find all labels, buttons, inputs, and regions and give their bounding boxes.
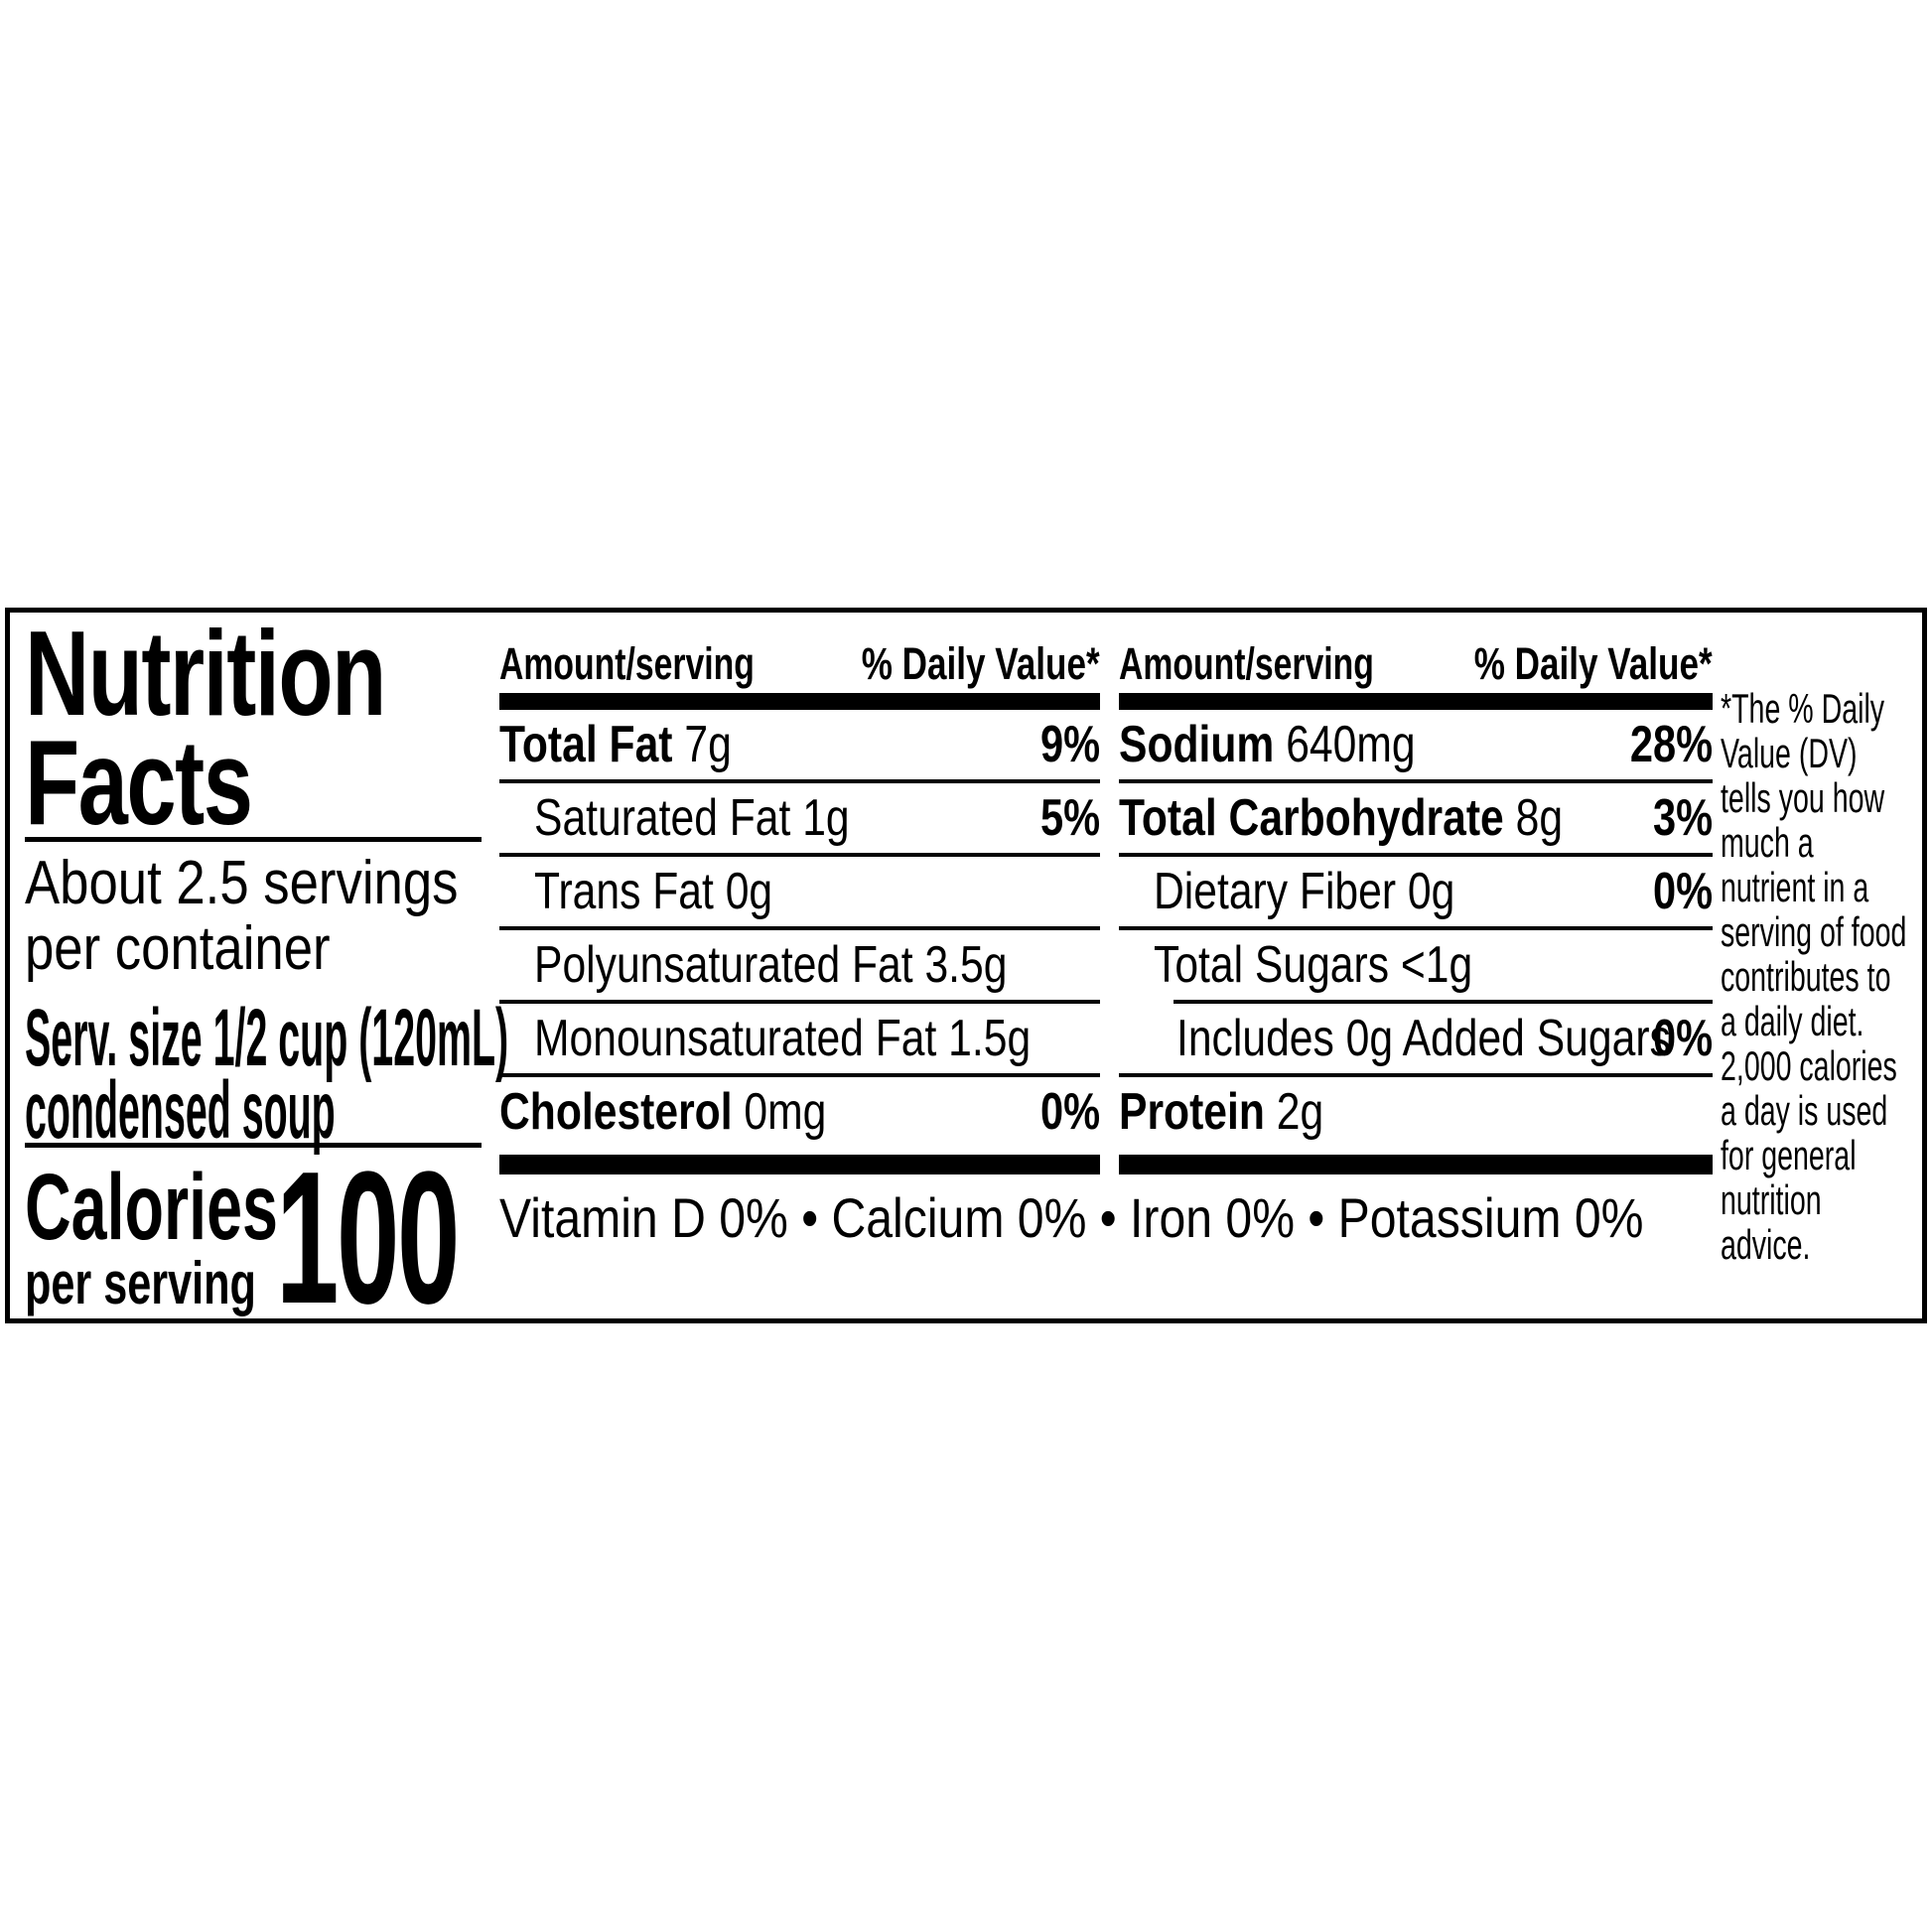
row-sodium: Sodium 640mg 28% [1119,710,1713,779]
nutrient-name: Total Carbohydrate [1119,789,1504,847]
amount-per-serving-header: Amount/serving [1119,638,1374,689]
nutrient-column-1: Amount/serving % Daily Value* Total Fat … [499,635,1100,1174]
nutrient-amount: 8g [1503,789,1564,847]
calories-divider [25,1143,482,1148]
calories-heading: Calories [25,1155,278,1260]
daily-value-header: % Daily Value* [1474,638,1713,689]
title-divider [25,837,482,842]
daily-value-percent: 28% [1629,716,1713,773]
row-total-fat: Total Fat 7g 9% [499,710,1100,779]
column2-header: Amount/serving % Daily Value* [1119,635,1713,693]
column-footer-bar [1119,1155,1713,1174]
nutrient-amount: 2g [1264,1083,1324,1141]
row-divider [499,926,1100,930]
micronutrients-line: Vitamin D 0% • Calcium 0% • Iron 0% • Po… [499,1186,1644,1249]
nutrient-amount: Saturated Fat 1g [534,789,850,847]
nutrient-name: Total Fat [499,716,673,773]
row-divider [499,1073,1100,1077]
nutrient-amount: Dietary Fiber 0g [1154,863,1455,920]
label-title: Nutrition Facts [25,606,386,850]
nutrient-amount: 7g [672,716,732,773]
column-footer-bar [499,1155,1100,1174]
nutrient-amount: Polyunsaturated Fat 3.5g [534,936,1008,994]
header-bar [499,693,1100,710]
row-divider [499,853,1100,857]
daily-value-percent: 3% [1652,789,1713,847]
row-polyunsaturated-fat: Polyunsaturated Fat 3.5g [499,930,1100,1000]
row-added-sugars: Includes 0g Added Sugars 0% [1119,1004,1713,1073]
calories-per-serving-label: per serving [25,1250,256,1316]
daily-value-header: % Daily Value* [862,638,1100,689]
daily-value-percent: 5% [1039,789,1100,847]
nutrition-facts-label: Nutrition Facts About 2.5 servings per c… [5,606,1927,1343]
amount-per-serving-header: Amount/serving [499,638,755,689]
nutrient-column-2: Amount/serving % Daily Value* Sodium 640… [1119,635,1713,1174]
nutrient-amount: 0mg [732,1083,827,1141]
nutrient-amount: Monounsaturated Fat 1.5g [534,1010,1032,1067]
row-total-sugars: Total Sugars <1g [1119,930,1713,1000]
nutrient-name: Sodium [1119,716,1275,773]
row-dietary-fiber: Dietary Fiber 0g 0% [1119,857,1713,926]
row-protein: Protein 2g [1119,1077,1713,1147]
daily-value-percent: 9% [1039,716,1100,773]
daily-value-percent: 0% [1652,1010,1713,1067]
nutrient-amount: Total Sugars <1g [1154,936,1473,994]
row-divider [1119,779,1713,783]
row-trans-fat: Trans Fat 0g [499,857,1100,926]
row-divider [499,1000,1100,1004]
row-saturated-fat: Saturated Fat 1g 5% [499,783,1100,853]
serving-size: Serv. size 1/2 cup (120mL) condensed sou… [25,993,509,1156]
daily-value-footnote: *The % Daily Value (DV) tells you how mu… [1721,685,1907,1268]
row-divider [1119,1073,1713,1077]
daily-value-percent: 0% [1039,1083,1100,1141]
nutrient-amount: Trans Fat 0g [534,863,773,920]
header-bar [1119,693,1713,710]
calories-value: 100 [276,1133,460,1343]
nutrient-name: Cholesterol [499,1083,733,1141]
row-divider [1119,926,1713,930]
nutrient-name: Protein [1119,1083,1265,1141]
row-divider [499,779,1100,783]
row-monounsaturated-fat: Monounsaturated Fat 1.5g [499,1004,1100,1073]
servings-per-container: About 2.5 servings per container [25,849,459,983]
daily-value-percent: 0% [1652,863,1713,920]
row-cholesterol: Cholesterol 0mg 0% [499,1077,1100,1147]
column1-header: Amount/serving % Daily Value* [499,635,1100,693]
row-total-carbohydrate: Total Carbohydrate 8g 3% [1119,783,1713,853]
nutrient-amount: Includes 0g Added Sugars [1176,1010,1671,1067]
row-divider-indented [1173,1000,1713,1004]
nutrient-amount: 640mg [1274,716,1416,773]
row-divider [1119,853,1713,857]
